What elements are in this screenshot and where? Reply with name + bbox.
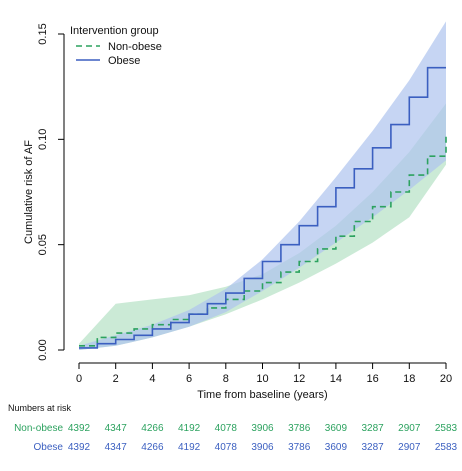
risk-value-non-obese-10: 2583: [435, 423, 458, 434]
y-tick-label-3: 0.15: [37, 23, 49, 44]
ci-bands: [79, 21, 446, 351]
legend-title: Intervention group: [70, 25, 159, 37]
x-tick-label-4: 8: [223, 373, 229, 385]
series-line-non-obese: [79, 135, 447, 347]
x-axis-label: Time from baseline (years): [197, 389, 327, 401]
risk-value-non-obese-9: 2907: [398, 423, 421, 434]
x-tick-label-3: 6: [186, 373, 192, 385]
risk-value-non-obese-7: 3609: [325, 423, 348, 434]
x-tick-label-0: 0: [76, 373, 82, 385]
risk-row-label-obese: Obese: [34, 442, 64, 453]
risk-value-obese-5: 3906: [251, 442, 274, 453]
axes: 0.00 0.05 0.10 0.15 0 2 4 6 8 10 12 14 16 18 20: [37, 23, 452, 385]
legend: Intervention group Non-obese Obese: [70, 25, 162, 67]
x-tick-label-2: 4: [149, 373, 155, 385]
risk-value-non-obese-0: 4392: [68, 423, 91, 434]
y-tick-label-0: 0.00: [37, 339, 49, 360]
risk-table-title: Numbers at risk: [8, 403, 72, 413]
risk-value-non-obese-5: 3906: [251, 423, 274, 434]
y-tick-label-1: 0.05: [37, 234, 49, 255]
risk-value-obese-8: 3287: [361, 442, 384, 453]
risk-value-obese-0: 4392: [68, 442, 91, 453]
x-tick-label-1: 2: [113, 373, 119, 385]
risk-value-obese-7: 3609: [325, 442, 348, 453]
risk-value-obese-4: 4078: [215, 442, 238, 453]
y-tick-label-2: 0.10: [37, 129, 49, 150]
x-tick-label-5: 10: [256, 373, 268, 385]
ci-band-obese: [79, 21, 446, 351]
series-line-obese: [79, 66, 446, 349]
x-tick-label-7: 14: [330, 373, 342, 385]
risk-value-non-obese-8: 3287: [361, 423, 384, 434]
x-tick-label-8: 16: [366, 373, 378, 385]
risk-value-non-obese-2: 4266: [141, 423, 164, 434]
ci-band-non-obese: [79, 103, 446, 350]
x-tick-label-10: 20: [440, 373, 452, 385]
numbers-at-risk-table: Numbers at risk Non-obese Obese 4392 4347…: [8, 403, 458, 453]
risk-row-label-non-obese: Non-obese: [14, 423, 63, 434]
step-lines: [79, 66, 447, 349]
x-tick-label-6: 12: [293, 373, 305, 385]
y-axis-label: Cumulative risk of AF: [23, 140, 35, 244]
legend-label-obese: Obese: [108, 55, 140, 67]
risk-value-obese-6: 3786: [288, 442, 311, 453]
risk-value-non-obese-1: 4347: [105, 423, 128, 434]
risk-value-obese-3: 4192: [178, 442, 201, 453]
risk-value-obese-9: 2907: [398, 442, 421, 453]
legend-label-non-obese: Non-obese: [108, 41, 162, 53]
risk-value-obese-10: 2583: [435, 442, 458, 453]
risk-value-non-obese-3: 4192: [178, 423, 201, 434]
risk-value-non-obese-6: 3786: [288, 423, 311, 434]
x-tick-label-9: 18: [403, 373, 415, 385]
risk-value-obese-1: 4347: [105, 442, 128, 453]
risk-value-obese-2: 4266: [141, 442, 164, 453]
risk-value-non-obese-4: 4078: [215, 423, 238, 434]
risk-values: 4392 4347 4266 4192 4078 3906 3786 3609 3287 2907…: [68, 423, 458, 453]
